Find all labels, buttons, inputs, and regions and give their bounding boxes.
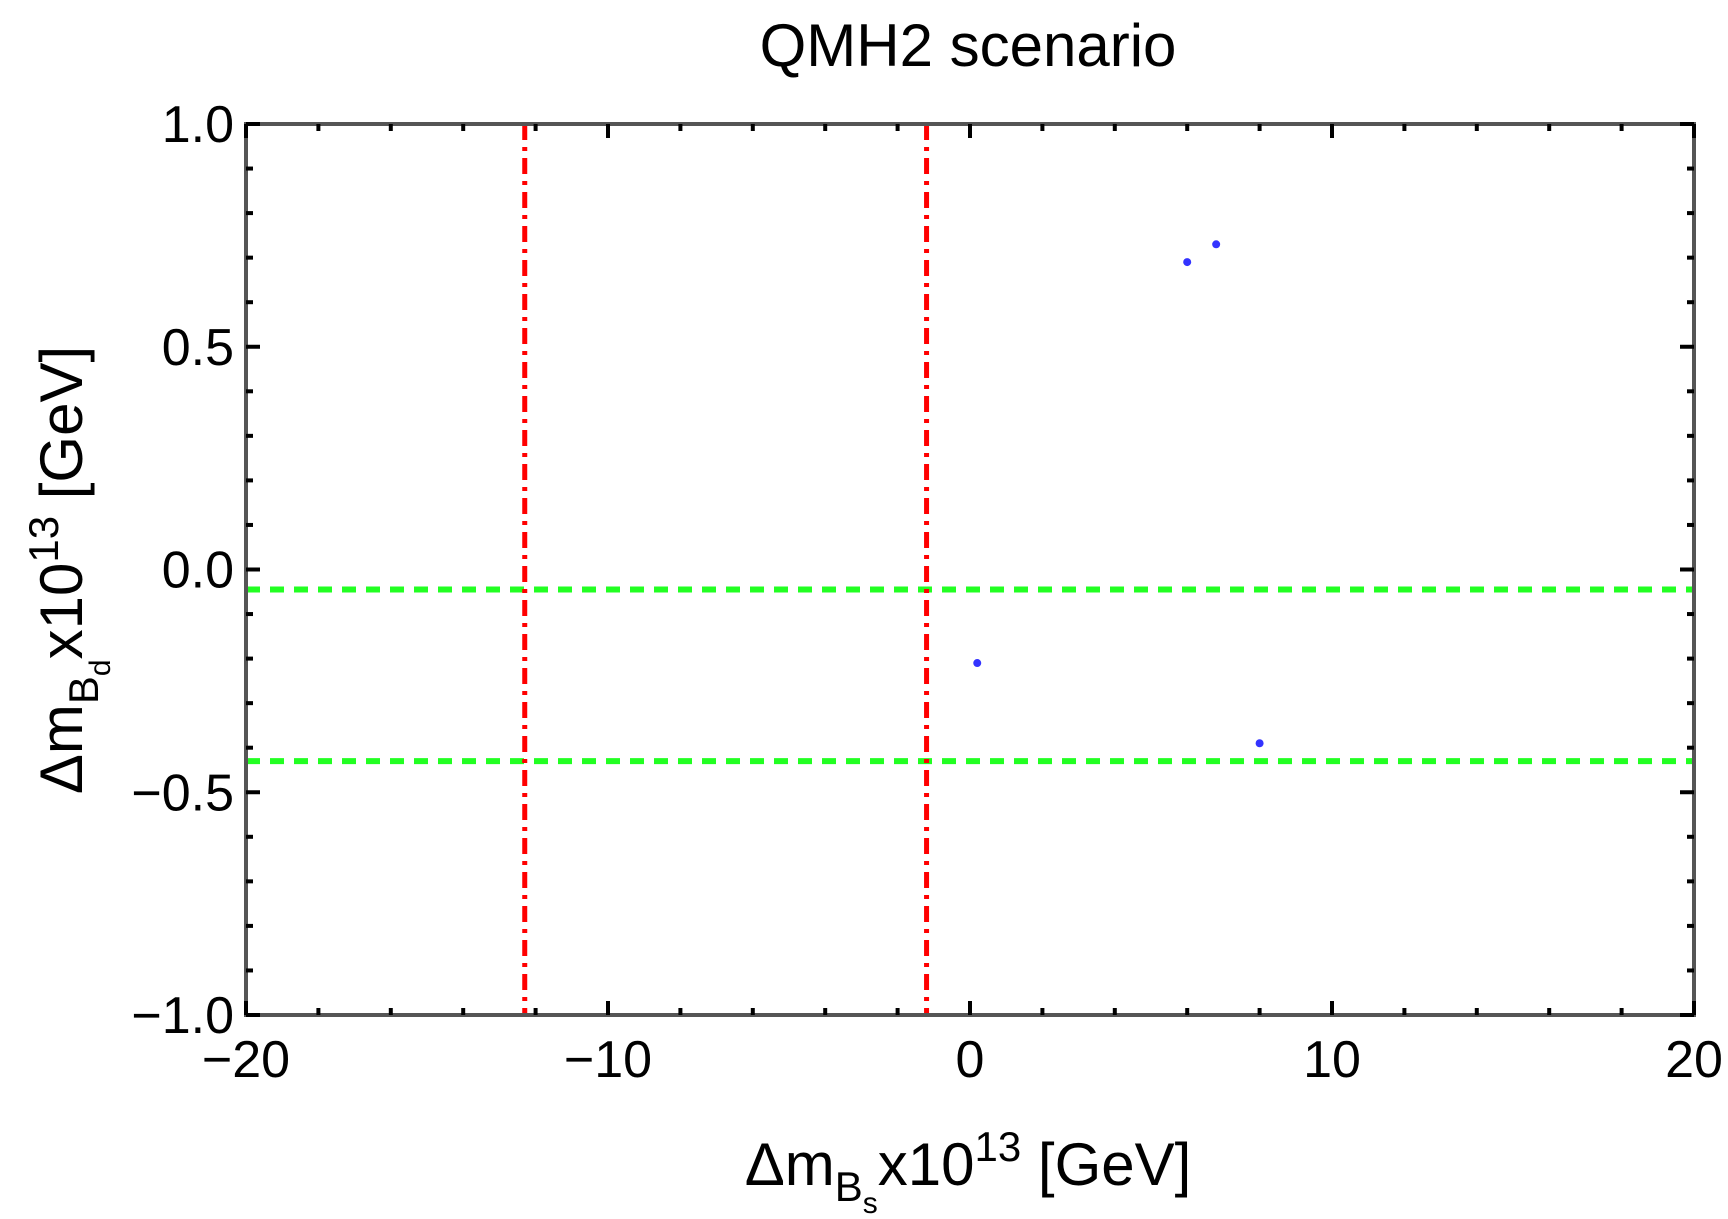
x-label-superscript: 13: [975, 1123, 1022, 1170]
y-label-prefix: Δm: [28, 704, 95, 794]
x-tick-label: −10: [564, 1031, 652, 1089]
marks-layer: [246, 124, 1694, 1015]
chart-title: QMH2 scenario: [760, 12, 1177, 79]
y-axis-label: ΔmBdx1013 [GeV]: [20, 346, 117, 794]
x-tick-label: −20: [202, 1031, 290, 1089]
x-axis-label: ΔmBsx1013 [GeV]: [745, 1123, 1192, 1214]
x-label-subscript: B: [835, 1163, 863, 1210]
y-label-subsubscript: d: [84, 659, 117, 676]
data-point-4: [1255, 739, 1264, 748]
data-point-3: [973, 659, 982, 668]
y-tick-label: 1.0: [162, 96, 234, 154]
x-label-subsubscript: s: [863, 1187, 878, 1214]
y-label-middle: x10: [28, 563, 95, 660]
x-tick-label: 20: [1665, 1031, 1723, 1089]
data-point-1: [1183, 258, 1192, 267]
y-tick-label: 0.5: [162, 319, 234, 377]
data-point-2: [1212, 240, 1221, 249]
x-tick-label: 10: [1303, 1031, 1361, 1089]
x-label-middle: x10: [878, 1131, 975, 1198]
x-label-prefix: Δm: [745, 1131, 835, 1198]
y-tick-label: −1.0: [131, 987, 234, 1045]
y-tick-label: −0.5: [131, 764, 234, 822]
ticks-layer: −20 −10 0 10 20 1.0 0.5 0.0 −0.5 −1.0: [131, 96, 1723, 1089]
x-tick-label: 0: [956, 1031, 985, 1089]
y-label-suffix: [GeV]: [28, 346, 95, 516]
y-tick-label: 0.0: [162, 542, 234, 600]
y-label-subscript: B: [60, 676, 107, 704]
x-label-suffix: [GeV]: [1021, 1131, 1191, 1198]
plot-frame: [244, 122, 1696, 1017]
y-label-superscript: 13: [20, 516, 67, 563]
